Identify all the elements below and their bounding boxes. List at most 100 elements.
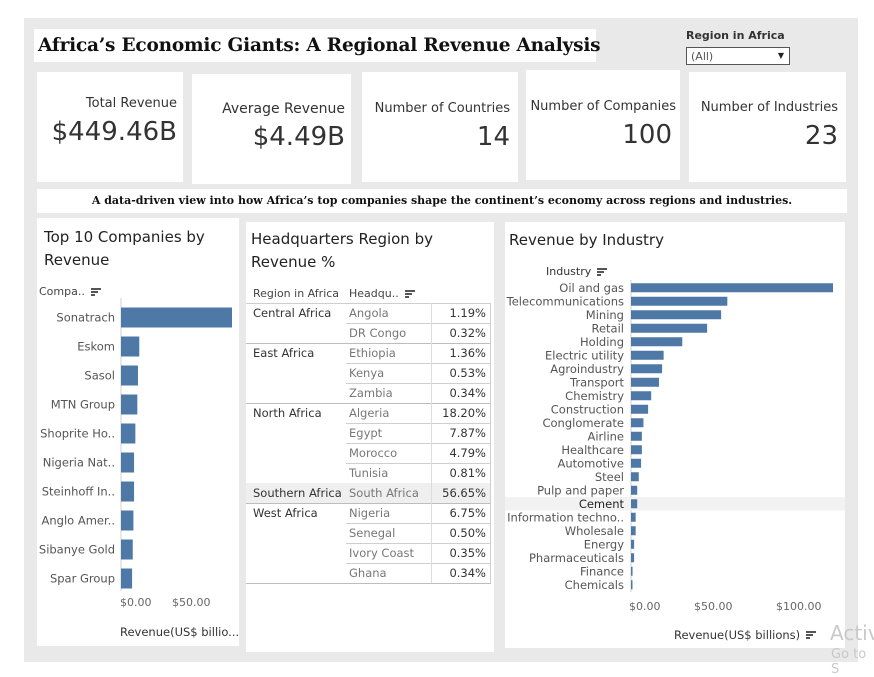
table-group-rule (246, 583, 491, 584)
company-bar (121, 307, 232, 328)
hq-revenue-pct: 0.53% (449, 366, 486, 380)
cell-divider (431, 483, 432, 503)
industry-column-header[interactable]: Industry (546, 265, 608, 278)
table-row-rule (346, 563, 491, 564)
hq-country: Ivory Coast (349, 546, 415, 560)
industry-label: Construction (551, 402, 624, 416)
hq-revenue-pct: 7.87% (449, 426, 486, 440)
sort-icon[interactable] (806, 631, 817, 640)
hq-country: Ethiopia (349, 346, 396, 360)
region-name: Central Africa (253, 306, 332, 320)
sort-icon[interactable] (597, 267, 608, 277)
table-row-rule (346, 443, 491, 444)
hq-region-table: Central Africa Angola 1.19% DR Congo 0.32% Ea… (246, 222, 494, 652)
industry-label: Pulp and paper (537, 483, 624, 497)
table-row-highlight (246, 483, 491, 503)
company-label: Sonatrach (56, 311, 115, 325)
cell-divider (431, 543, 432, 563)
company-label: Shoprite Ho.. (40, 427, 115, 441)
region-filter-dropdown[interactable]: (All) ▼ (686, 47, 790, 65)
hq-revenue-pct: 1.36% (449, 346, 486, 360)
sort-icon[interactable] (90, 287, 101, 297)
industry-label: Telecommunications (506, 294, 624, 308)
title-line: Headquarters Region by (251, 230, 433, 248)
industry-axis-label-text: Revenue(US$ billions) (674, 628, 801, 642)
hq-revenue-pct: 0.32% (449, 326, 486, 340)
company-label: Sibanye Gold (39, 543, 115, 557)
table-top-rule (246, 303, 491, 304)
industry-tick-0: $0.00 (629, 600, 661, 613)
company-bar (121, 481, 135, 502)
table-row-rule (346, 323, 491, 324)
region-name: Southern Africa (253, 486, 342, 500)
industry-label: Oil and gas (559, 281, 624, 295)
hq-revenue-pct: 1.19% (449, 306, 486, 320)
kpi-label: Total Revenue (85, 96, 177, 111)
industry-bar (631, 472, 639, 482)
cell-divider (431, 463, 432, 483)
dashboard-subtitle: A data-driven view into how Africa’s top… (91, 194, 793, 207)
industry-label: Airline (587, 429, 624, 443)
industry-label: Healthcare (561, 443, 624, 457)
hq-column-header[interactable]: Headqu.. (349, 287, 415, 300)
company-header-label: Compa.. (39, 285, 85, 298)
hq-revenue-pct: 0.81% (449, 466, 486, 480)
company-label: Anglo Amer.. (42, 514, 115, 528)
kpi-value: $4.49B (252, 122, 345, 152)
company-label: Steinhoff In.. (42, 485, 115, 499)
table-group-rule (246, 403, 491, 404)
region-filter-value: (All) (691, 50, 714, 63)
industry-label: Information techno.. (507, 510, 624, 524)
dashboard-subtitle-box: A data-driven view into how Africa’s top… (37, 189, 847, 213)
industry-chart: Oil and gasTelecommunicationsMiningRetai… (505, 280, 845, 592)
table-row-rule (346, 383, 491, 384)
company-label: Eskom (77, 340, 115, 354)
industry-label: Cement (579, 497, 625, 511)
cell-divider (431, 323, 432, 343)
kpi-value: 14 (476, 122, 510, 152)
kpi-total-revenue: Total Revenue $449.46B (37, 72, 183, 182)
industry-bar (631, 377, 659, 387)
industry-bar (631, 296, 728, 306)
hq-country: Senegal (349, 526, 396, 540)
cell-divider (431, 563, 432, 583)
industry-label: Pharmaceuticals (529, 551, 624, 565)
kpi-label: Number of Countries (374, 101, 510, 116)
company-bar (121, 568, 133, 589)
table-row-rule (346, 543, 491, 544)
region-column-header[interactable]: Region in Africa (253, 287, 340, 300)
industry-label: Chemicals (565, 578, 624, 592)
industry-bar (631, 512, 636, 522)
region-name: West Africa (253, 506, 318, 520)
industry-bar (631, 350, 664, 360)
table-right-border (490, 303, 491, 583)
industry-bar (631, 566, 633, 576)
cell-divider (431, 383, 432, 403)
industry-label: Conglomerate (542, 416, 624, 430)
industry-bar (631, 418, 644, 428)
industry-bar (631, 391, 652, 401)
industry-row-highlight (505, 497, 845, 511)
industry-title: Revenue by Industry (509, 231, 664, 249)
company-label: Sasol (84, 369, 115, 383)
hq-revenue-pct: 4.79% (449, 446, 486, 460)
table-group-rule (246, 503, 491, 504)
hq-country: DR Congo (349, 326, 407, 340)
industry-bar (631, 499, 638, 509)
company-bar (121, 452, 135, 473)
industry-tick-1: $50.00 (694, 600, 733, 613)
table-row-rule (346, 363, 491, 364)
sort-icon[interactable] (404, 289, 415, 299)
industry-panel: Revenue by Industry Industry Oil and gas… (505, 222, 845, 648)
company-column-header[interactable]: Compa.. (39, 285, 101, 298)
industry-tick-2: $100.00 (776, 600, 822, 613)
chevron-down-icon[interactable]: ▼ (777, 51, 784, 60)
table-row-rule (346, 423, 491, 424)
company-bar (121, 539, 133, 560)
industry-label: Finance (580, 564, 624, 578)
company-bar (121, 336, 140, 357)
industry-bar (631, 580, 633, 590)
region-name: North Africa (253, 406, 322, 420)
hq-revenue-pct: 0.34% (449, 566, 486, 580)
hq-revenue-pct: 0.34% (449, 386, 486, 400)
